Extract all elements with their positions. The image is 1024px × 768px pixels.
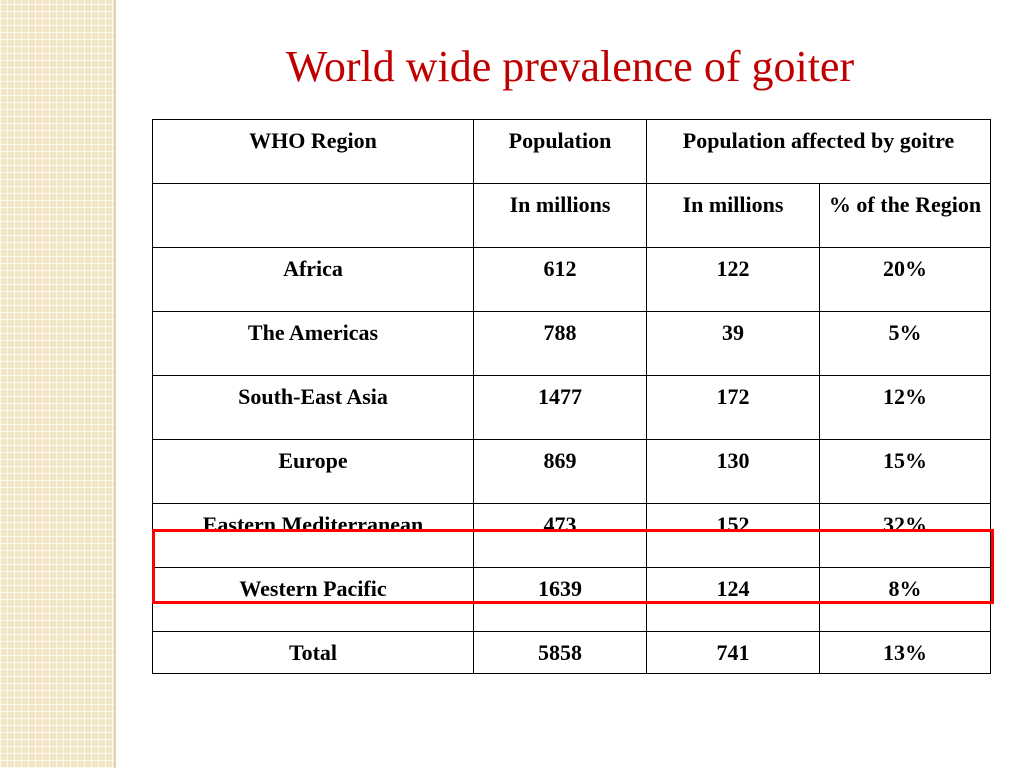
cell-percent: 15%: [818, 439, 992, 504]
goiter-prevalence-table: WHO Region Population Population affecte…: [152, 119, 992, 674]
header-who-region: WHO Region: [152, 119, 474, 184]
cell-affected: 122: [646, 247, 820, 312]
cell-percent: 20%: [818, 247, 992, 312]
table-row: Europe 869 130 15%: [152, 439, 992, 504]
cell-population: 1639: [473, 567, 647, 632]
cell-population: 869: [473, 439, 647, 504]
subheader-population-unit: In millions: [473, 183, 647, 248]
cell-region: South-East Asia: [152, 375, 474, 440]
cell-affected: 39: [646, 311, 820, 376]
decorative-side-strip: [0, 0, 114, 768]
table-row: Western Pacific 1639 124 8%: [152, 567, 992, 632]
cell-percent: 32%: [818, 503, 992, 568]
cell-percent: 8%: [818, 567, 992, 632]
cell-affected: 741: [646, 631, 820, 674]
cell-region: The Americas: [152, 311, 474, 376]
side-strip-edge: [114, 0, 116, 768]
subheader-affected-unit: In millions: [646, 183, 820, 248]
cell-percent: 13%: [818, 631, 992, 674]
cell-region: Europe: [152, 439, 474, 504]
cell-percent: 5%: [818, 311, 992, 376]
table-row-highlighted: Eastern Mediterranean 473 152 32%: [152, 503, 992, 568]
cell-region: Eastern Mediterranean: [152, 503, 474, 568]
cell-region: Western Pacific: [152, 567, 474, 632]
table-subheader-row: In millions In millions % of the Region: [152, 183, 992, 248]
cell-population: 5858: [473, 631, 647, 674]
cell-population: 612: [473, 247, 647, 312]
cell-population: 473: [473, 503, 647, 568]
table-row: Africa 612 122 20%: [152, 247, 992, 312]
subheader-region-empty: [152, 183, 474, 248]
cell-population: 788: [473, 311, 647, 376]
cell-affected: 130: [646, 439, 820, 504]
cell-affected: 152: [646, 503, 820, 568]
cell-population: 1477: [473, 375, 647, 440]
table-header-row: WHO Region Population Population affecte…: [152, 119, 992, 184]
cell-percent: 12%: [818, 375, 992, 440]
cell-affected: 172: [646, 375, 820, 440]
header-population: Population: [473, 119, 647, 184]
header-population-affected: Population affected by goitre: [645, 119, 992, 184]
slide-title: World wide prevalence of goiter: [285, 42, 855, 91]
table-row: South-East Asia 1477 172 12%: [152, 375, 992, 440]
subheader-percent-unit: % of the Region: [818, 183, 992, 248]
table-row-total: Total 5858 741 13%: [152, 631, 992, 674]
table-row: The Americas 788 39 5%: [152, 311, 992, 376]
cell-region: Africa: [152, 247, 474, 312]
cell-region: Total: [152, 631, 474, 674]
cell-affected: 124: [646, 567, 820, 632]
